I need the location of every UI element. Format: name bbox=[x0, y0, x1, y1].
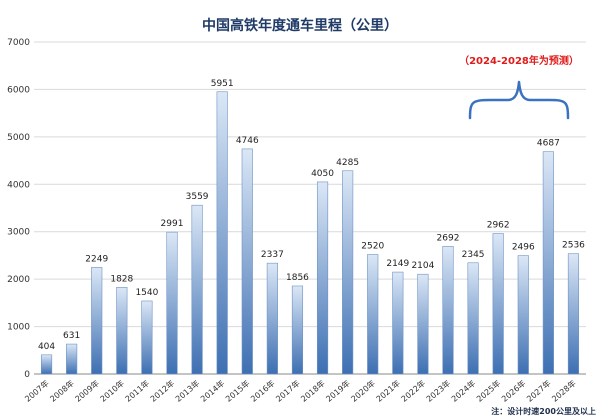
bar bbox=[342, 170, 354, 375]
y-tick-label: 6000 bbox=[7, 85, 30, 95]
x-tick-label: 2017年 bbox=[274, 378, 302, 404]
y-tick-label: 7000 bbox=[7, 38, 30, 48]
x-tick-label: 2020年 bbox=[349, 378, 377, 404]
data-label: 631 bbox=[63, 331, 80, 341]
bar bbox=[266, 262, 278, 375]
x-tick-label: 2015年 bbox=[223, 378, 251, 404]
data-label: 2692 bbox=[437, 233, 460, 243]
bar bbox=[492, 233, 504, 375]
bar bbox=[291, 285, 304, 375]
x-axis-ticks: 2007年2008年2009年2010年2011年2012年2013年2014年… bbox=[23, 378, 578, 404]
data-label: 2536 bbox=[562, 241, 585, 251]
y-tick-label: 4000 bbox=[7, 180, 30, 190]
x-tick-label: 2011年 bbox=[123, 378, 151, 404]
forecast-brace bbox=[468, 80, 570, 120]
data-label: 1828 bbox=[110, 274, 133, 284]
data-label: 4746 bbox=[236, 136, 259, 146]
bars bbox=[40, 91, 580, 375]
x-tick-label: 2008年 bbox=[48, 378, 76, 404]
x-tick-label: 2012年 bbox=[148, 378, 176, 404]
data-label: 4285 bbox=[336, 158, 359, 168]
forecast-annotation: （2024-2028年为预测） bbox=[459, 54, 579, 67]
data-label: 5951 bbox=[211, 79, 234, 89]
y-tick-label: 5000 bbox=[7, 133, 30, 143]
bar bbox=[567, 253, 580, 375]
data-label: 2962 bbox=[487, 221, 510, 231]
y-tick-label: 1000 bbox=[7, 323, 30, 333]
bar bbox=[166, 231, 178, 375]
data-label: 2345 bbox=[462, 250, 485, 260]
x-tick-label: 2023年 bbox=[424, 378, 452, 404]
bar bbox=[91, 267, 103, 375]
x-tick-label: 2018年 bbox=[299, 378, 327, 404]
data-label: 2991 bbox=[161, 219, 184, 229]
bar bbox=[367, 254, 379, 375]
x-tick-label: 2022年 bbox=[399, 378, 427, 404]
x-tick-label: 2024年 bbox=[449, 378, 477, 404]
data-label: 2520 bbox=[361, 241, 384, 251]
bar bbox=[517, 255, 529, 375]
data-label: 1540 bbox=[135, 288, 158, 298]
x-tick-label: 2010年 bbox=[98, 378, 126, 404]
y-tick-label: 3000 bbox=[7, 228, 30, 238]
footnote: 注：设计时速200公里及以上 bbox=[491, 406, 596, 416]
bar bbox=[191, 204, 203, 375]
bar bbox=[392, 271, 404, 375]
x-tick-label: 2028年 bbox=[550, 378, 578, 404]
chart-title: 中国高铁年度通车里程（公里） bbox=[202, 17, 398, 34]
data-label: 4050 bbox=[311, 169, 334, 179]
y-tick-label: 0 bbox=[24, 370, 30, 380]
data-label: 4687 bbox=[537, 139, 560, 149]
data-label: 2249 bbox=[85, 254, 108, 264]
x-tick-label: 2021年 bbox=[374, 378, 402, 404]
x-tick-label: 2019年 bbox=[324, 378, 352, 404]
bar bbox=[542, 151, 554, 375]
x-tick-label: 2014年 bbox=[198, 378, 226, 404]
bar bbox=[442, 246, 454, 375]
data-label: 2337 bbox=[261, 250, 284, 260]
x-tick-label: 2016年 bbox=[248, 378, 276, 404]
x-tick-label: 2013年 bbox=[173, 378, 201, 404]
bar bbox=[141, 300, 153, 375]
y-tick-label: 2000 bbox=[7, 275, 30, 285]
x-tick-label: 2026年 bbox=[499, 378, 527, 404]
bar bbox=[66, 343, 78, 375]
data-label: 404 bbox=[38, 342, 55, 352]
data-label: 1856 bbox=[286, 273, 309, 283]
bar bbox=[40, 354, 53, 375]
x-tick-label: 2027年 bbox=[524, 378, 552, 404]
bar bbox=[216, 91, 228, 375]
data-label: 3559 bbox=[186, 192, 209, 202]
x-tick-label: 2025年 bbox=[474, 378, 502, 404]
bar bbox=[116, 287, 128, 375]
data-label: 2104 bbox=[411, 261, 434, 271]
data-label: 2149 bbox=[386, 259, 409, 269]
x-tick-label: 2007年 bbox=[23, 378, 51, 404]
bar bbox=[316, 181, 329, 375]
data-label: 2496 bbox=[512, 243, 535, 253]
bar bbox=[417, 273, 429, 375]
bar bbox=[467, 262, 479, 375]
y-axis-ticks: 0 1000 2000 3000 4000 5000 6000 7000 bbox=[7, 38, 30, 380]
x-tick-label: 2009年 bbox=[73, 378, 101, 404]
bar bbox=[241, 148, 253, 375]
